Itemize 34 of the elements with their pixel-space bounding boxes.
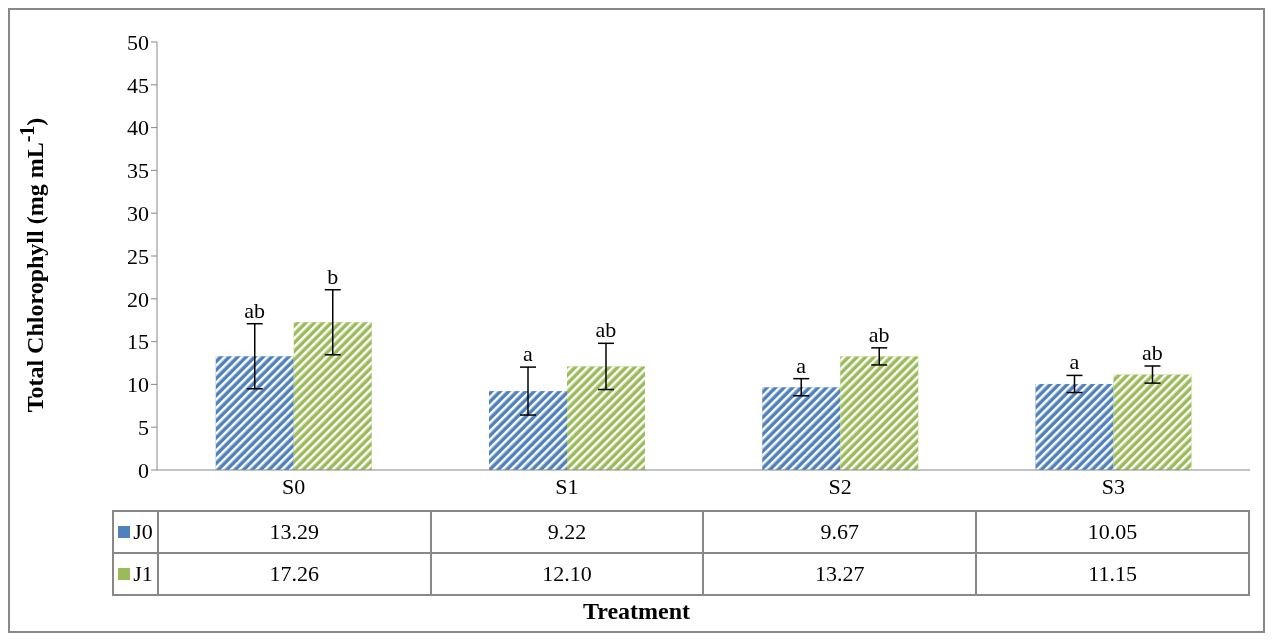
annotation: ab: [868, 321, 890, 347]
x-tick-label: S2: [828, 473, 852, 499]
y-tick-label: 25: [127, 243, 149, 269]
y-tick-label: 20: [127, 286, 149, 312]
data-label: 17.26: [158, 554, 432, 594]
data-label: 13.29: [158, 512, 432, 552]
x-axis-title: Treatment: [581, 598, 692, 625]
annotation: a: [796, 352, 807, 378]
y-tick-label: 45: [127, 72, 149, 98]
x-tick-label: S3: [1101, 473, 1125, 499]
data-label: 12.10: [431, 554, 705, 594]
data-label: 9.22: [431, 512, 705, 552]
data-label: 9.67: [704, 512, 978, 552]
legend-label: J0: [133, 519, 153, 545]
y-tick-label: 5: [138, 415, 149, 441]
y-tick-label: 30: [127, 201, 149, 227]
annotation: b: [327, 263, 339, 289]
x-tick-label: S0: [282, 473, 306, 499]
y-tick-label: 35: [127, 158, 149, 184]
annotation: ab: [595, 317, 617, 343]
annotation: a: [523, 341, 534, 367]
y-tick-label: 50: [127, 29, 149, 55]
annotation: ab: [1142, 340, 1163, 365]
y-tick-label: 10: [127, 372, 149, 398]
y-tick-label: 15: [127, 329, 149, 355]
y-tick-label: 0: [138, 457, 149, 483]
data-label: 10.05: [977, 512, 1250, 552]
annotation: a: [1069, 349, 1080, 375]
legend-label: J1: [133, 561, 153, 587]
data-label: 13.27: [704, 554, 978, 594]
x-tick-label: S1: [555, 473, 579, 499]
y-tick-label: 40: [127, 115, 149, 141]
annotation: ab: [244, 297, 266, 323]
data-label: 11.15: [977, 554, 1250, 594]
